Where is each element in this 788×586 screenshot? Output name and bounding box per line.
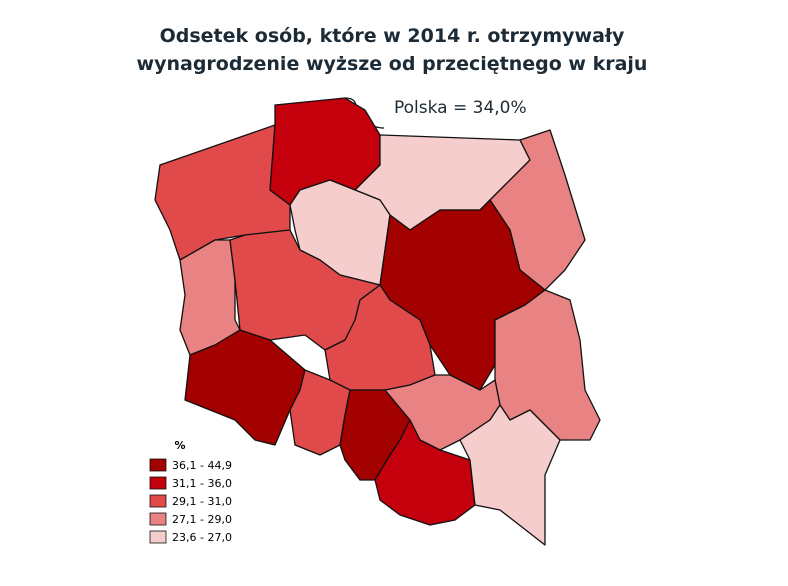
legend-title: % <box>174 439 185 452</box>
legend-swatch <box>149 530 167 544</box>
legend-swatch <box>149 512 167 526</box>
region <box>289 369 351 456</box>
legend-label: 31,1 - 36,0 <box>172 477 232 490</box>
title-line: Odsetek osób, które w 2014 r. otrzymywał… <box>160 25 625 47</box>
annotation: Polska = 34,0% <box>394 98 527 118</box>
legend-swatch <box>149 458 167 472</box>
region <box>459 404 561 546</box>
region <box>374 419 476 526</box>
title-line: wynagrodzenie wyższe od przeciętnego w k… <box>137 53 648 75</box>
legend-label: 27,1 - 29,0 <box>172 513 232 526</box>
legend-swatch <box>149 476 167 490</box>
legend-swatch <box>149 494 167 508</box>
legend-label: 23,6 - 27,0 <box>172 531 232 544</box>
legend-label: 36,1 - 44,9 <box>172 459 232 472</box>
legend: 36,1 - 44,9 31,1 - 36,0 29,1 - 31,0 27,1 - … <box>149 458 232 544</box>
legend-label: 29,1 - 31,0 <box>172 495 232 508</box>
regions <box>154 97 601 546</box>
